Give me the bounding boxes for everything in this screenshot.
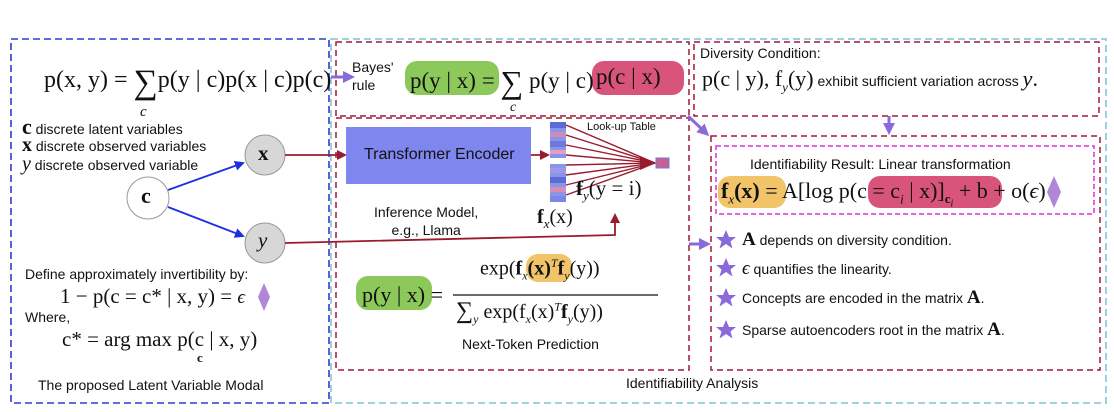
right-panel-frame bbox=[330, 38, 1107, 404]
epsilon-diamond-result bbox=[1047, 176, 1061, 208]
bayes-frame bbox=[335, 41, 690, 117]
bullet-3: Concepts are encoded in the matrix A. bbox=[742, 287, 985, 308]
result-title-frame bbox=[715, 145, 1095, 215]
bullet-2: ϵ quantifies the linearity. bbox=[742, 258, 892, 279]
pill-bayes-green bbox=[405, 61, 499, 95]
pill-ntp-yellow bbox=[526, 254, 572, 282]
ntp-denominator: ∑y exp(fx(x)Tfy(y)) bbox=[456, 298, 603, 326]
arrow-c-to-y bbox=[167, 206, 245, 238]
pill-bayes-pink bbox=[592, 61, 684, 95]
right-caption: Identifiability Analysis bbox=[626, 375, 759, 391]
def-y: y discrete observed variable bbox=[22, 153, 199, 175]
bullet-stars bbox=[716, 230, 736, 339]
def-x: x discrete observed variables bbox=[22, 134, 207, 156]
pill-result-pink bbox=[868, 176, 1002, 208]
transformer-encoder-block bbox=[346, 127, 531, 184]
joint-equation: p(x, y) = ∑p(y | c)p(x | c)p(c) bbox=[44, 64, 332, 101]
node-x-label: x bbox=[258, 141, 269, 165]
node-c-label: c bbox=[141, 183, 151, 208]
where-label: Where, bbox=[25, 309, 71, 325]
fx-label: fx(x) bbox=[537, 206, 573, 231]
bayes-sum-sub: c bbox=[510, 100, 517, 115]
bayes-equation: p(y | x) = ∑ p(y | c) bbox=[410, 64, 594, 100]
result-title: Identifiability Result: Linear transform… bbox=[750, 156, 1011, 172]
ntp-numerator: exp(fx(x)Tfy(y)) bbox=[480, 256, 600, 283]
diversity-frame bbox=[693, 41, 1100, 117]
bayes-rhs: p(c | x) bbox=[596, 64, 661, 89]
epsilon-diamond-left bbox=[258, 283, 270, 311]
result-equation: fx(x) = A[log p(c = ci | x)]ci + b + o(ϵ… bbox=[721, 178, 1046, 210]
inference-model-label: Inference Model, e.g., Llama bbox=[374, 204, 479, 238]
node-y-label: y bbox=[258, 228, 268, 252]
pill-result-yellow bbox=[718, 176, 786, 208]
pill-ntp-green bbox=[356, 276, 432, 310]
bullet-4: Sparse autoencoders root in the matrix A… bbox=[742, 319, 1005, 340]
arrow-y-to-fy bbox=[284, 213, 620, 244]
lookup-output-cell bbox=[655, 157, 670, 169]
left-caption: The proposed Latent Variable Modal bbox=[38, 377, 264, 393]
arrow-c-to-x bbox=[167, 161, 245, 191]
left-panel-frame bbox=[10, 38, 330, 404]
inference-frame bbox=[335, 117, 690, 371]
bullet-1: A depends on diversity condition. bbox=[742, 229, 952, 250]
invert-title: Define approximately invertibility by: bbox=[25, 266, 249, 282]
result-frame bbox=[710, 135, 1101, 371]
lookup-arrowhead bbox=[640, 156, 656, 170]
argmax-sub: c bbox=[197, 350, 203, 365]
arrow-bayes-to-result bbox=[686, 114, 710, 137]
diversity-condition: p(c | y), fy(y) exhibit sufficient varia… bbox=[702, 66, 1038, 95]
ntp-caption: Next-Token Prediction bbox=[462, 336, 599, 352]
node-c-circle bbox=[126, 176, 170, 220]
lookup-table-label: Look-up Table bbox=[587, 121, 656, 133]
transformer-encoder-label: Transformer Encoder bbox=[364, 146, 515, 163]
fy-label: fy(y = i) bbox=[576, 176, 642, 204]
def-c: c discrete latent variables bbox=[22, 114, 183, 139]
joint-equation-sum-sub: c bbox=[140, 104, 147, 120]
bayes-rule-label: Bayes' rule bbox=[352, 59, 394, 93]
invert-equation: 1 − p(c = c* | x, y) = ϵ bbox=[60, 284, 246, 308]
embedding-column bbox=[550, 122, 566, 202]
ntp-lhs: p(y | x) = bbox=[362, 282, 443, 307]
diversity-title: Diversity Condition: bbox=[700, 45, 821, 61]
argmax-equation: c* = arg max p(c | x, y) bbox=[62, 327, 258, 351]
